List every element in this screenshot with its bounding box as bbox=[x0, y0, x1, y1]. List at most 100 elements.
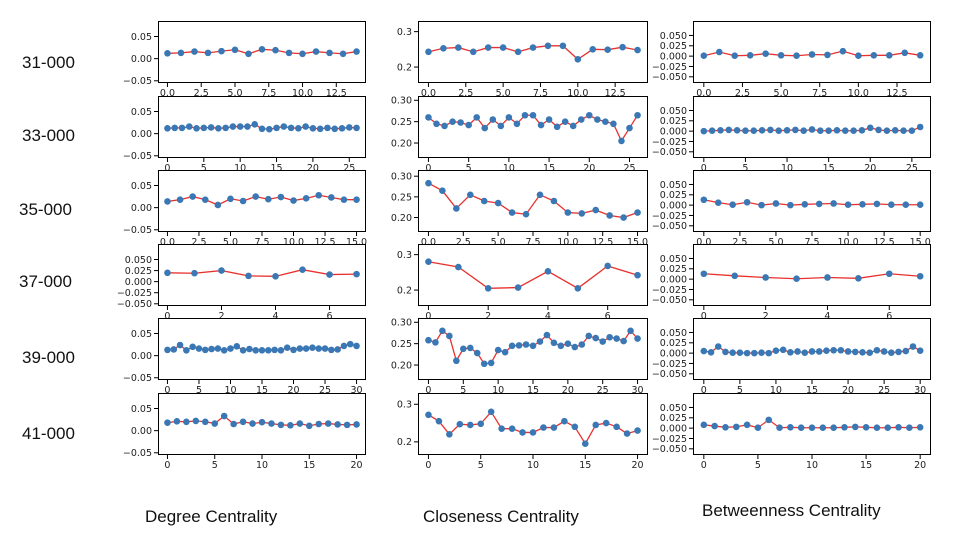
data-point bbox=[258, 418, 266, 426]
data-point bbox=[353, 421, 360, 428]
x-tick-label: 2 bbox=[763, 311, 769, 322]
x-tick-label: 5 bbox=[755, 460, 761, 471]
data-point bbox=[508, 209, 516, 216]
x-tick-label: 15.0 bbox=[910, 237, 931, 248]
data-point bbox=[309, 125, 317, 132]
data-point bbox=[743, 198, 751, 206]
row-label-37-000: 37-000 bbox=[19, 272, 72, 291]
data-point bbox=[272, 46, 279, 54]
data-point bbox=[736, 349, 744, 357]
data-point bbox=[833, 127, 841, 134]
data-point bbox=[779, 346, 787, 354]
x-tick-label: 0 bbox=[701, 385, 707, 396]
data-point bbox=[594, 116, 601, 123]
data-point bbox=[214, 345, 222, 352]
data-point bbox=[592, 421, 600, 429]
x-tick-label: 12.5 bbox=[605, 88, 626, 99]
data-point bbox=[850, 127, 857, 135]
data-point bbox=[858, 127, 866, 134]
data-point bbox=[201, 196, 209, 203]
data-point bbox=[742, 127, 749, 135]
data-point bbox=[700, 127, 708, 135]
data-point bbox=[324, 124, 331, 132]
data-point bbox=[592, 334, 600, 342]
data-point bbox=[765, 416, 773, 424]
axes-frame bbox=[418, 393, 648, 455]
data-point bbox=[722, 424, 729, 431]
data-point bbox=[515, 342, 523, 349]
data-point bbox=[772, 347, 780, 354]
x-tick-label: 7.5 bbox=[254, 237, 269, 248]
data-point bbox=[883, 127, 891, 135]
x-tick-label: 2.5 bbox=[194, 88, 209, 99]
data-point bbox=[758, 349, 765, 357]
data-point bbox=[258, 125, 266, 133]
data-point bbox=[884, 424, 892, 432]
data-point bbox=[277, 421, 285, 429]
x-tick-label: 5.0 bbox=[223, 237, 238, 248]
y-tick-label: 0.25 bbox=[391, 339, 412, 350]
x-tick-label: 20 bbox=[350, 460, 362, 471]
x-tick-label: 0.0 bbox=[160, 237, 175, 248]
column-title-closeness: Closeness Centrality bbox=[423, 507, 579, 526]
data-point bbox=[220, 347, 228, 354]
data-point bbox=[239, 197, 247, 205]
data-point bbox=[916, 52, 924, 59]
data-point bbox=[794, 348, 801, 355]
data-point bbox=[544, 42, 552, 50]
data-point bbox=[173, 418, 181, 425]
data-point bbox=[550, 339, 558, 347]
data-point bbox=[537, 121, 545, 129]
x-tick-label: 5 bbox=[737, 385, 743, 396]
x-tick-label: 30 bbox=[914, 385, 926, 396]
data-point bbox=[604, 46, 611, 53]
y-tick-label: 0.30 bbox=[391, 172, 412, 183]
x-tick-label: 20 bbox=[583, 163, 595, 174]
data-point bbox=[751, 349, 758, 357]
y-tick-label: 0.05 bbox=[131, 181, 152, 192]
data-point bbox=[758, 201, 765, 209]
y-tick-label: 0.000 bbox=[660, 424, 687, 435]
y-tick-label: 0.025 bbox=[660, 41, 687, 52]
data-point bbox=[316, 125, 324, 133]
x-tick-label: 10 bbox=[770, 385, 782, 396]
data-point bbox=[280, 123, 288, 130]
x-tick-label: 15 bbox=[527, 385, 539, 396]
data-point bbox=[189, 193, 196, 200]
data-point bbox=[191, 269, 198, 277]
data-point bbox=[732, 423, 740, 431]
y-tick-label: 0.000 bbox=[660, 201, 687, 212]
data-point bbox=[536, 338, 544, 345]
data-point bbox=[762, 50, 769, 57]
data-point bbox=[498, 425, 505, 432]
x-tick-label: 25 bbox=[343, 163, 355, 174]
data-point bbox=[626, 124, 633, 132]
data-point bbox=[800, 127, 807, 135]
data-point bbox=[218, 267, 225, 274]
data-point bbox=[305, 422, 313, 430]
data-point bbox=[875, 126, 882, 134]
data-point bbox=[287, 422, 294, 429]
data-point bbox=[480, 360, 488, 368]
x-tick-label: 0 bbox=[425, 385, 431, 396]
data-point bbox=[634, 271, 641, 279]
y-tick-label: −0.025 bbox=[117, 288, 152, 299]
x-tick-label: 20 bbox=[914, 460, 926, 471]
data-point bbox=[215, 125, 222, 132]
data-point bbox=[312, 48, 320, 55]
x-tick-label: 0 bbox=[701, 311, 707, 322]
x-tick-label: 15 bbox=[270, 163, 282, 174]
data-point bbox=[265, 347, 272, 354]
data-point bbox=[245, 272, 252, 280]
data-point bbox=[508, 425, 516, 432]
y-tick-label: 0.050 bbox=[660, 328, 687, 339]
x-tick-label: 0 bbox=[425, 460, 431, 471]
data-point bbox=[855, 275, 862, 282]
data-point bbox=[731, 52, 739, 60]
data-point bbox=[220, 412, 228, 420]
